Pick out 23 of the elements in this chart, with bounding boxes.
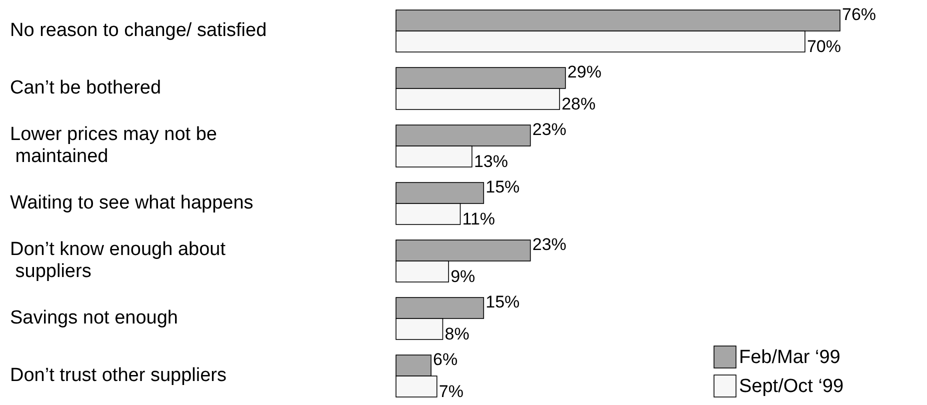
y-tick-label: Can’t be bothered — [10, 78, 162, 99]
data-label: 6% — [433, 350, 458, 369]
data-label: 15% — [486, 292, 520, 312]
y-tick-label: Savings not enough — [10, 308, 178, 329]
y-tick-label: No reason to change/ satisfied — [10, 20, 267, 42]
data-label: 70% — [806, 36, 841, 56]
y-tick-label: Don’t know enough about suppliers — [10, 239, 226, 282]
data-label: 9% — [450, 266, 476, 286]
legend-label: Feb/Mar ‘99 — [739, 347, 840, 368]
data-label: 11% — [462, 209, 496, 228]
data-label: 7% — [438, 382, 464, 401]
data-label: 23% — [532, 120, 566, 139]
y-tick-label: Lower prices may not be maintained — [10, 124, 217, 168]
y-tick-label: Waiting to see what happens — [10, 192, 254, 214]
data-label: 15% — [486, 177, 520, 196]
data-label: 8% — [444, 324, 470, 344]
y-tick-label: Don’t trust other suppliers — [10, 365, 226, 386]
legend-label: Sept/Oct ‘99 — [739, 376, 844, 398]
data-label: 13% — [474, 152, 508, 171]
data-label: 76% — [842, 4, 876, 24]
data-label: 29% — [567, 62, 602, 82]
data-label: 23% — [532, 234, 566, 254]
data-label: 28% — [562, 94, 596, 114]
